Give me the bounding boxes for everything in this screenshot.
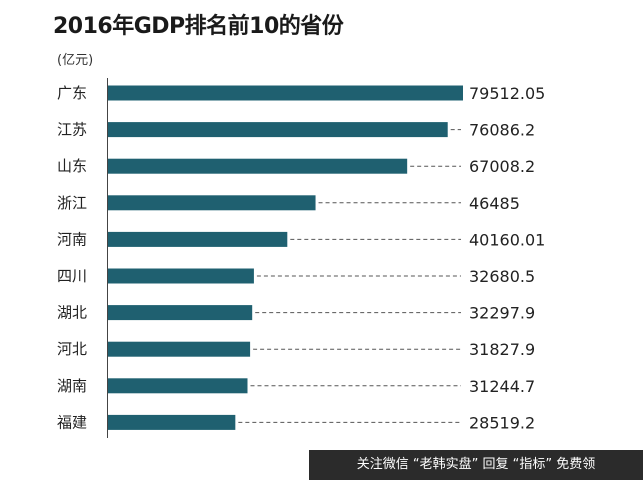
category-label: 四川 [57,267,87,285]
bar [108,158,408,174]
category-label: 河南 [57,230,87,248]
chart-title: 2016年GDP排名前10的省份 [53,14,344,39]
unit-label: (亿元) [57,53,94,68]
bar [108,231,288,247]
value-label: 46485 [469,194,520,213]
value-label: 28519.2 [469,413,535,432]
category-label: 湖北 [57,304,87,322]
value-label: 40160.01 [469,230,545,249]
watermark-banner: 关注微信 “老韩实盘” 回复 “指标” 免费领 [309,450,643,480]
category-label: 浙江 [57,194,87,212]
bar [108,268,254,284]
value-label: 76086.2 [469,121,535,140]
bar [108,378,248,394]
value-label: 31827.9 [469,340,535,359]
category-label: 山东 [57,157,87,175]
bar [108,341,251,357]
category-label: 湖南 [57,377,87,395]
category-label: 河北 [57,340,87,358]
category-label: 福建 [57,413,87,431]
value-label: 32680.5 [469,267,535,286]
value-label: 32297.9 [469,304,535,323]
value-label: 31244.7 [469,377,535,396]
bar [108,414,236,430]
bar [108,85,463,101]
value-label: 79512.05 [469,84,545,103]
bar [108,195,316,211]
value-label: 67008.2 [469,157,535,176]
category-axis-line [107,78,108,438]
bar [108,305,253,321]
category-label: 广东 [57,84,87,102]
bar [108,122,448,138]
category-label: 江苏 [57,121,87,139]
